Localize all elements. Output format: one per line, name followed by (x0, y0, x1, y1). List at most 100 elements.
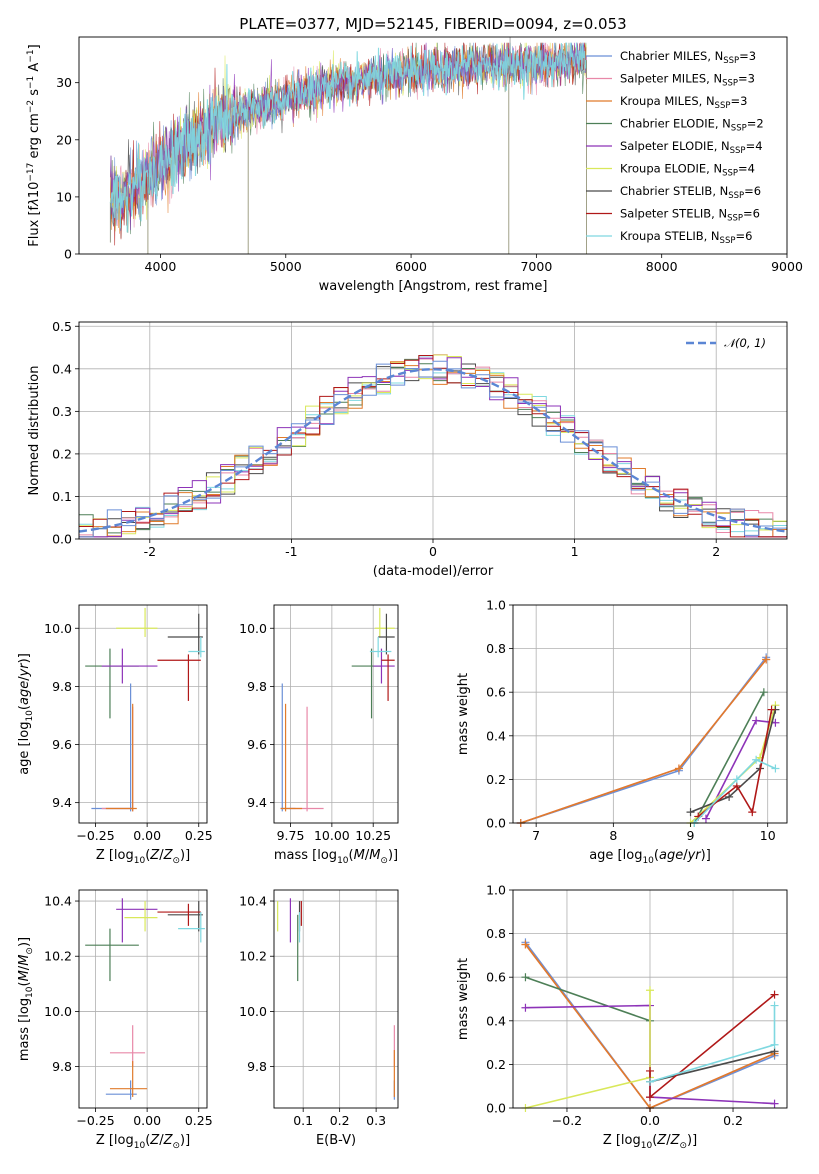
weight-series-line (690, 709, 777, 813)
figure-title: PLATE=0377, MJD=52145, FIBERID=0094, z=0… (239, 15, 626, 33)
weight-point-marker (646, 1093, 654, 1102)
legend-label: Kroupa MILES, NSSP=3 (620, 94, 747, 111)
x-axis-label: mass [log10(M/M⊙)] (274, 848, 398, 866)
y-tick-label: 0.0 (486, 816, 506, 831)
weight-point-marker (770, 1099, 779, 1108)
age-vs-Z-plot-area (85, 607, 205, 812)
x-tick-label: 0.1 (293, 1113, 313, 1128)
x-tick-label: 0.25 (185, 1113, 213, 1128)
mass-vs-Z-plot-area (85, 898, 205, 1100)
x-tick-label: 0 (429, 544, 437, 559)
y-tick-label: 0.8 (486, 926, 506, 941)
weight-series-line (649, 1005, 776, 1083)
y-tick-label: 0.4 (486, 1013, 506, 1028)
y-tick-label: 10.0 (44, 1004, 72, 1019)
y-tick-label: 0.8 (486, 641, 506, 656)
spectrum-plot-area (109, 37, 588, 254)
x-tick-label: 0.25 (185, 828, 213, 843)
legend-label: Kroupa STELIB, NSSP=6 (620, 229, 752, 246)
mass-vs-ebv-frame (273, 889, 399, 1109)
residual-histogram-step (79, 360, 787, 538)
residuals-panel: -2 -1 0 1 2 0.0 0.1 0.2 0.3 0.4 0.5 (data-model)/er… (27, 319, 788, 579)
weight-point-marker (770, 1040, 779, 1049)
y-tick-label: 0.2 (486, 772, 506, 787)
y-tick-label: 9.8 (247, 1059, 267, 1074)
y-tick-label: 10.0 (44, 621, 72, 636)
legend-label: Chabrier ELODIE, NSSP=2 (620, 117, 764, 134)
x-tick-label: −0.25 (76, 1113, 114, 1128)
y-tick-label: 30 (56, 75, 72, 90)
y-tick-label: 9.8 (52, 1059, 72, 1074)
residual-legend: 𝒩(0, 1) (686, 336, 766, 350)
x-tick-label: -2 (144, 544, 156, 559)
y-tick-label: 0.6 (486, 685, 506, 700)
age-vs-mass-panel: 9.75 10.00 10.25 9.4 9.6 9.8 10.0 mass [log10(M… (239, 604, 399, 866)
y-tick-label: 10.4 (239, 894, 267, 909)
y-tick-label: 0.5 (52, 319, 72, 334)
x-tick-label: 9 (687, 828, 695, 843)
x-tick-label: 10.25 (355, 828, 391, 843)
y-tick-label: 0.1 (52, 489, 72, 504)
x-tick-label: 10.00 (314, 828, 350, 843)
x-axis-label: Z [log10(Z/Z⊙)] (96, 848, 190, 866)
y-axis-label: mass weight (456, 958, 471, 1040)
x-tick-label: 0.0 (640, 1113, 660, 1128)
weight-point-marker (686, 808, 695, 817)
weight-point-marker (646, 1077, 654, 1086)
x-axis-label: (data-model)/error (373, 564, 494, 579)
weight-point-marker (521, 940, 530, 949)
weight-point-marker (748, 808, 757, 817)
weight-point-marker (770, 1001, 779, 1010)
y-tick-label: 20 (56, 132, 72, 147)
y-tick-label: 1.0 (486, 883, 506, 898)
weight-series-line (649, 1050, 775, 1083)
x-tick-label: 5000 (270, 259, 302, 274)
legend-label: Chabrier STELIB, NSSP=6 (620, 184, 761, 201)
y-tick-label: 0.2 (486, 1057, 506, 1072)
y-tick-label: 9.8 (247, 679, 267, 694)
weight-vs-age-panel: 7 8 9 10 0.0 0.2 0.4 0.6 0.8 1.0 age [log10(age/yr… (456, 598, 788, 866)
y-tick-label: 9.4 (52, 795, 72, 810)
x-tick-label: 6000 (395, 259, 427, 274)
spectrum-series-line (109, 42, 588, 233)
legend-label: Salpeter ELODIE, NSSP=4 (620, 139, 763, 156)
weight-vs-Z-panel: −0.2 0.0 0.2 0.0 0.2 0.4 0.6 0.8 1.0 Z [log10(Z/Z… (456, 883, 788, 1151)
y-tick-label: 0.4 (52, 361, 72, 376)
y-axis-label: mass [log10(M/M⊙)] (17, 937, 35, 1061)
weight-point-marker (725, 792, 734, 801)
x-tick-label: 9000 (771, 259, 803, 274)
y-tick-label: 10.2 (44, 949, 72, 964)
y-axis-label: Flux [fλ10−17 erg cm−2 s−1 A−1] (26, 44, 42, 246)
x-axis-label: wavelength [Angstrom, rest frame] (319, 279, 548, 294)
x-tick-label: 0.3 (366, 1113, 386, 1128)
legend-label: Kroupa ELODIE, NSSP=4 (620, 162, 755, 179)
weight-point-marker (646, 1066, 654, 1075)
weight-point-marker (701, 814, 710, 823)
spectrum-legend: Chabrier MILES, NSSP=3 Salpeter MILES, NS… (586, 49, 764, 246)
legend-label: 𝒩(0, 1) (724, 336, 766, 350)
residuals-plot-area (78, 354, 788, 538)
x-tick-label: 0.2 (723, 1113, 743, 1128)
x-tick-label: 7000 (520, 259, 552, 274)
normal-curve (78, 368, 788, 533)
spectrum-frame (78, 36, 788, 255)
x-tick-label: 10 (760, 828, 776, 843)
x-axis-label: age [log10(age/yr)] (589, 848, 711, 866)
weight-point-marker (521, 973, 530, 982)
y-tick-label: 9.6 (52, 737, 72, 752)
y-tick-label: 10 (56, 189, 72, 204)
x-axis-label: E(B-V) (316, 1133, 356, 1148)
y-tick-label: 0.3 (52, 404, 72, 419)
x-axis-label: Z [log10(Z/Z⊙)] (96, 1133, 190, 1151)
y-tick-label: 10.0 (239, 621, 267, 636)
y-tick-label: 9.6 (247, 737, 267, 752)
weight-point-marker (767, 705, 776, 714)
age-vs-mass-frame (273, 604, 399, 824)
mass-vs-Z-frame (78, 889, 208, 1109)
x-tick-label: 4000 (145, 259, 177, 274)
weight-point-marker (771, 764, 780, 773)
y-tick-label: 9.8 (52, 679, 72, 694)
x-tick-label: 1 (571, 544, 579, 559)
weight-point-marker (752, 755, 761, 764)
